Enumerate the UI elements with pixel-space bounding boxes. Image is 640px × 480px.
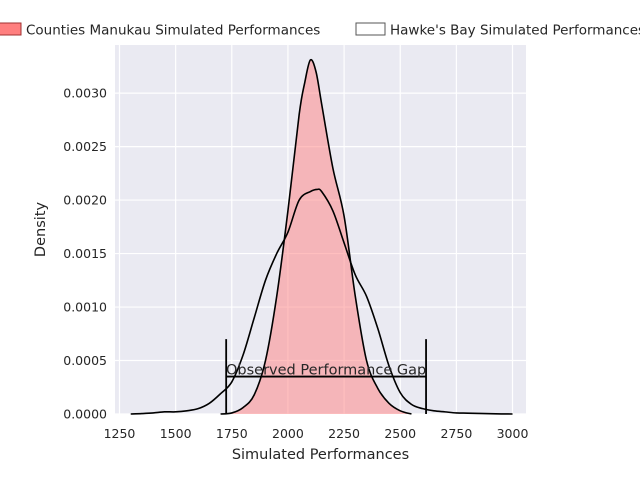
x-tick-label: 1500 [160,426,192,441]
series-fill-counties-manukau [220,59,412,414]
series-layer [130,58,513,415]
y-tick-label: 0.0030 [63,86,107,101]
y-tick-label: 0.0010 [63,300,107,315]
gap-annotation-label: Observed Performance Gap [226,363,426,379]
legend: Counties Manukau Simulated Performances H… [0,22,640,39]
y-tick-label: 0.0015 [63,246,107,261]
x-tick-label: 2000 [272,426,304,441]
x-tick-label: 1750 [216,426,248,441]
annotation-layer: Observed Performance Gap [225,339,427,414]
tick-labels: 1250 1500 1750 2000 2250 2500 2750 3000 0.0000 0.… [63,86,528,441]
x-tick-label: 2250 [328,426,360,441]
y-tick-label: 0.0005 [63,353,107,368]
y-tick-label: 0.0000 [63,407,107,422]
x-axis-label: Simulated Performances [232,447,409,463]
legend-label: Counties Manukau Simulated Performances [26,23,320,39]
x-tick-label: 1250 [104,426,136,441]
series-line-hawkes-bay [130,188,513,415]
y-tick-label: 0.0025 [63,139,107,154]
y-axis-label: Density [33,202,49,258]
legend-swatch-hawkes-bay [355,22,386,36]
legend-label: Hawke's Bay Simulated Performances [390,23,640,39]
x-tick-label: 3000 [497,426,529,441]
x-tick-label: 2750 [440,426,472,441]
y-tick-label: 0.0020 [63,193,107,208]
legend-swatch-counties-manukau [0,22,22,36]
x-tick-label: 2500 [384,426,416,441]
series-line-counties-manukau [220,58,412,415]
